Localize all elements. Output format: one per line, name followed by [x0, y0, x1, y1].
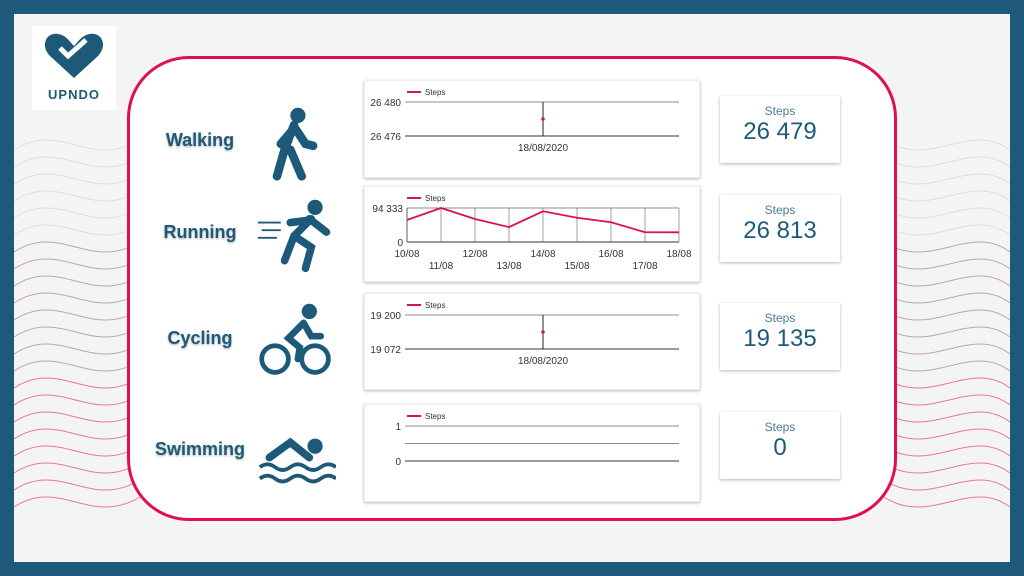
wave-line — [13, 173, 141, 185]
kpi-card[interactable]: Steps 19 135 — [720, 303, 840, 370]
wave-line — [13, 241, 141, 253]
legend-label: Steps — [425, 301, 445, 310]
wave-line — [883, 479, 1011, 491]
x-tick-label: 14/08 — [530, 249, 555, 260]
wave-line — [883, 411, 1011, 423]
x-tick-label: 12/08 — [462, 249, 487, 260]
y-tick-label: 26 476 — [370, 132, 401, 143]
upndo-logo: UPNDO — [32, 26, 116, 110]
kpi-card[interactable]: Steps 0 — [720, 412, 840, 479]
wave-line — [883, 462, 1011, 474]
wave-line — [13, 139, 141, 151]
wave-line — [883, 292, 1011, 304]
wave-line — [13, 428, 141, 440]
kpi-value: 0 — [773, 434, 787, 461]
wave-line — [13, 343, 141, 355]
wave-line — [13, 224, 141, 236]
wave-line — [883, 173, 1011, 185]
activity-label: Walking — [165, 130, 235, 150]
x-tick-label: 18/08 — [666, 249, 691, 260]
x-tick-label: 15/08 — [564, 261, 589, 272]
legend-label: Steps — [425, 88, 445, 97]
y-tick-label: 1 — [395, 422, 401, 433]
wave-line — [883, 309, 1011, 321]
x-tick-label: 18/08/2020 — [518, 143, 568, 154]
wave-line — [13, 190, 141, 202]
logo-text: UPNDO — [48, 87, 100, 102]
swimming-icon — [258, 437, 336, 484]
kpi-label: Steps — [764, 104, 796, 118]
wave-line — [883, 139, 1011, 151]
wave-line — [883, 343, 1011, 355]
chart-card[interactable]: Steps 1 0 — [364, 404, 700, 502]
y-tick-label: 19 200 — [370, 311, 401, 322]
activity-label: Cycling — [167, 328, 233, 348]
chart-card[interactable]: Steps 94 333 0 10/08 11/08 12/08 13/08 14/08 15/… — [364, 186, 700, 282]
kpi-value: 19 135 — [743, 325, 817, 352]
x-tick-label: 16/08 — [598, 249, 623, 260]
y-tick-label: 26 480 — [370, 98, 401, 109]
wave-line — [883, 428, 1011, 440]
legend-label: Steps — [425, 412, 445, 421]
wave-line — [13, 377, 141, 389]
y-tick-label: 94 333 — [372, 204, 403, 215]
wave-line — [883, 394, 1011, 406]
wave-line — [883, 258, 1011, 270]
kpi-value: 26 479 — [743, 118, 817, 145]
steps-series-line — [406, 207, 680, 234]
wave-line — [13, 309, 141, 321]
y-tick-label: 19 072 — [370, 345, 401, 356]
wave-line — [883, 360, 1011, 372]
wave-line — [13, 258, 141, 270]
kpi-label: Steps — [764, 203, 796, 217]
kpi-card[interactable]: Steps 26 813 — [720, 195, 840, 262]
data-point — [541, 117, 545, 121]
wave-line — [883, 377, 1011, 389]
legend-label: Steps — [425, 194, 445, 203]
wave-line — [883, 445, 1011, 457]
wave-line — [13, 156, 141, 168]
wave-line — [13, 275, 141, 287]
wave-line — [883, 241, 1011, 253]
wave-line — [13, 394, 141, 406]
kpi-value: 26 813 — [743, 217, 817, 244]
wave-line — [883, 224, 1011, 236]
kpi-label: Steps — [764, 311, 796, 325]
wave-line — [13, 411, 141, 423]
cycling-icon — [259, 303, 331, 375]
wave-line — [883, 326, 1011, 338]
y-tick-label: 0 — [397, 238, 403, 249]
heart-logo-icon — [44, 33, 104, 78]
running-icon — [257, 199, 331, 273]
chart-card[interactable]: Steps 19 200 19 072 18/08/2020 — [364, 293, 700, 390]
chart-card[interactable]: Steps 26 480 26 476 18/08/2020 — [364, 80, 700, 178]
wave-line — [13, 445, 141, 457]
wave-line — [13, 496, 141, 508]
y-tick-label: 0 — [395, 457, 401, 468]
wave-line — [13, 292, 141, 304]
x-tick-label: 10/08 — [394, 249, 419, 260]
activity-label: Running — [163, 222, 237, 242]
walking-icon — [272, 107, 318, 181]
x-tick-label: 11/08 — [429, 261, 454, 272]
data-point — [541, 330, 545, 334]
wave-line — [13, 360, 141, 372]
wave-line — [883, 207, 1011, 219]
wave-line — [883, 190, 1011, 202]
wave-line — [13, 326, 141, 338]
kpi-label: Steps — [764, 420, 796, 434]
kpi-card[interactable]: Steps 26 479 — [720, 96, 840, 163]
wave-line — [13, 479, 141, 491]
x-tick-label: 18/08/2020 — [518, 356, 568, 367]
x-tick-label: 17/08 — [632, 261, 657, 272]
wave-line — [13, 462, 141, 474]
wave-line — [883, 496, 1011, 508]
wave-line — [883, 156, 1011, 168]
x-tick-label: 13/08 — [496, 261, 521, 272]
wave-line — [883, 275, 1011, 287]
activity-label: Swimming — [154, 439, 245, 459]
wave-line — [13, 207, 141, 219]
